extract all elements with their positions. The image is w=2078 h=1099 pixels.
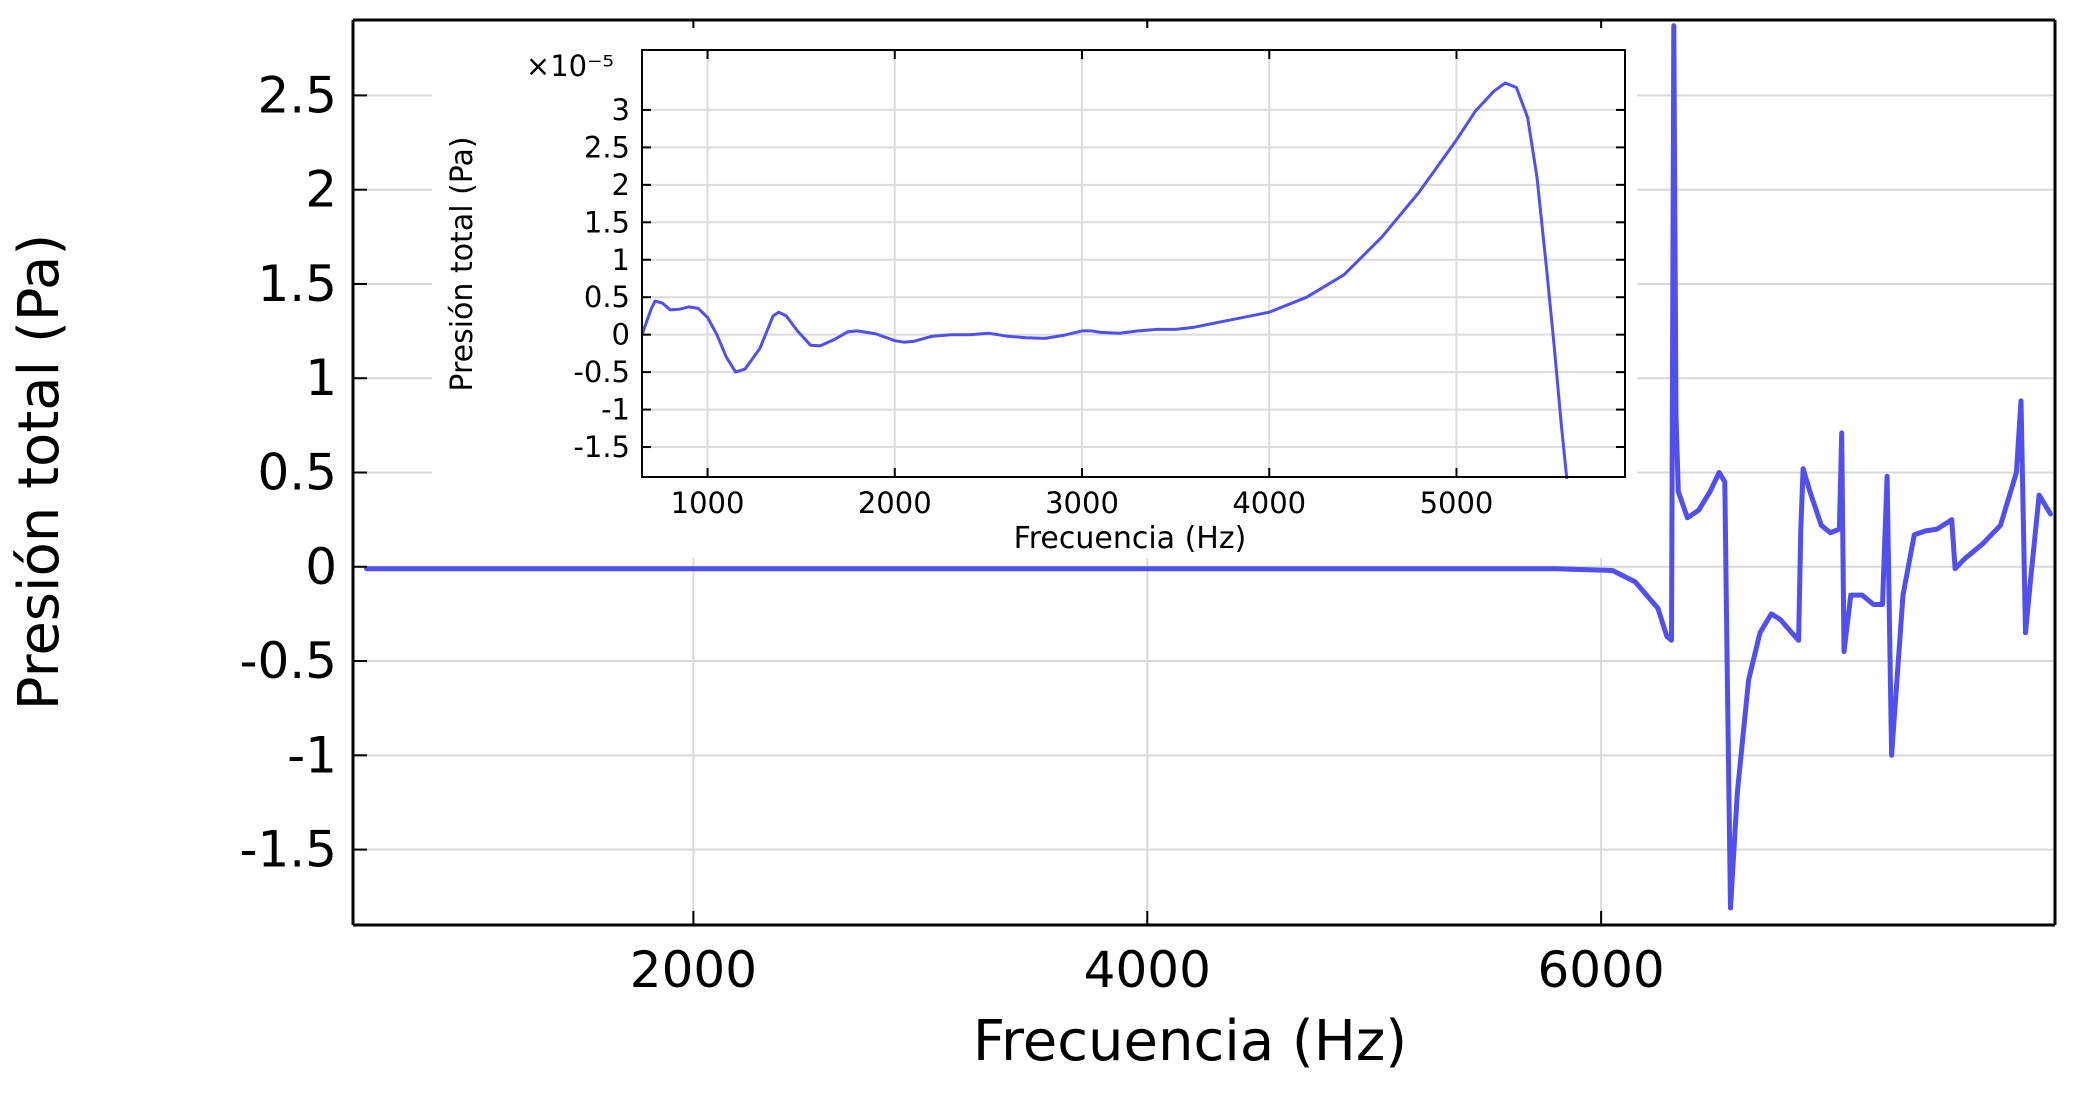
main-y-tick-label: -1.5 <box>239 821 337 879</box>
inset-plot: 1000 2000 3000 4000 5000 32.5 21.5 10.5 0-0.5 -1-… <box>432 28 1637 558</box>
inset-y-tick-label: 3 <box>612 93 630 127</box>
inset-y-tick-label: -1.5 <box>573 430 630 464</box>
inset-plot-background <box>642 50 1625 477</box>
inset-y-tick-label: 2 <box>612 168 630 202</box>
main-y-tick-label: 1 <box>305 349 337 407</box>
inset-x-tick-label: 1000 <box>671 486 745 520</box>
inset-y-tick-label: 0.5 <box>584 280 630 314</box>
main-y-tick-label: -1 <box>287 726 337 784</box>
inset-y-axis-label: Presión total (Pa) <box>445 136 480 391</box>
main-series-line-0 <box>364 23 2053 911</box>
main-x-tick-label: 2000 <box>630 941 757 999</box>
main-x-tick-label: 6000 <box>1538 941 1665 999</box>
inset-y-tick-label: 2.5 <box>584 130 630 164</box>
main-y-tick-label: 2 <box>305 161 337 219</box>
main-y-tick-label: 0 <box>305 538 337 596</box>
inset-y-tick-label: -1 <box>601 393 630 427</box>
inset-y-tick-label: 0 <box>612 318 630 352</box>
inset-x-tick-label: 3000 <box>1045 486 1119 520</box>
main-y-tick-label: 0.5 <box>257 444 337 502</box>
inset-x-axis-label: Frecuencia (Hz) <box>1014 521 1247 556</box>
inset-y-tick-label: 1 <box>612 243 630 277</box>
main-y-tick-label: 2.5 <box>257 66 337 124</box>
main-y-tick-label: -0.5 <box>239 632 337 690</box>
inset-series-line-0 <box>642 81 1569 479</box>
inset-x-tick-label: 2000 <box>858 486 932 520</box>
inset-y-tick-label: -0.5 <box>573 355 630 389</box>
inset-y-tick-label: 1.5 <box>584 205 630 239</box>
main-x-tick-label: 4000 <box>1084 941 1211 999</box>
inset-x-tick-label: 4000 <box>1232 486 1306 520</box>
main-y-axis-label: Presión total (Pa) <box>7 234 72 710</box>
inset-frame <box>641 49 1626 478</box>
main-y-tick-label: 1.5 <box>257 255 337 313</box>
inset-x-tick-label: 5000 <box>1420 486 1494 520</box>
inset-scale-label: ×10⁻⁵ <box>526 49 614 83</box>
main-x-axis-label: Frecuencia (Hz) <box>973 1009 1407 1074</box>
